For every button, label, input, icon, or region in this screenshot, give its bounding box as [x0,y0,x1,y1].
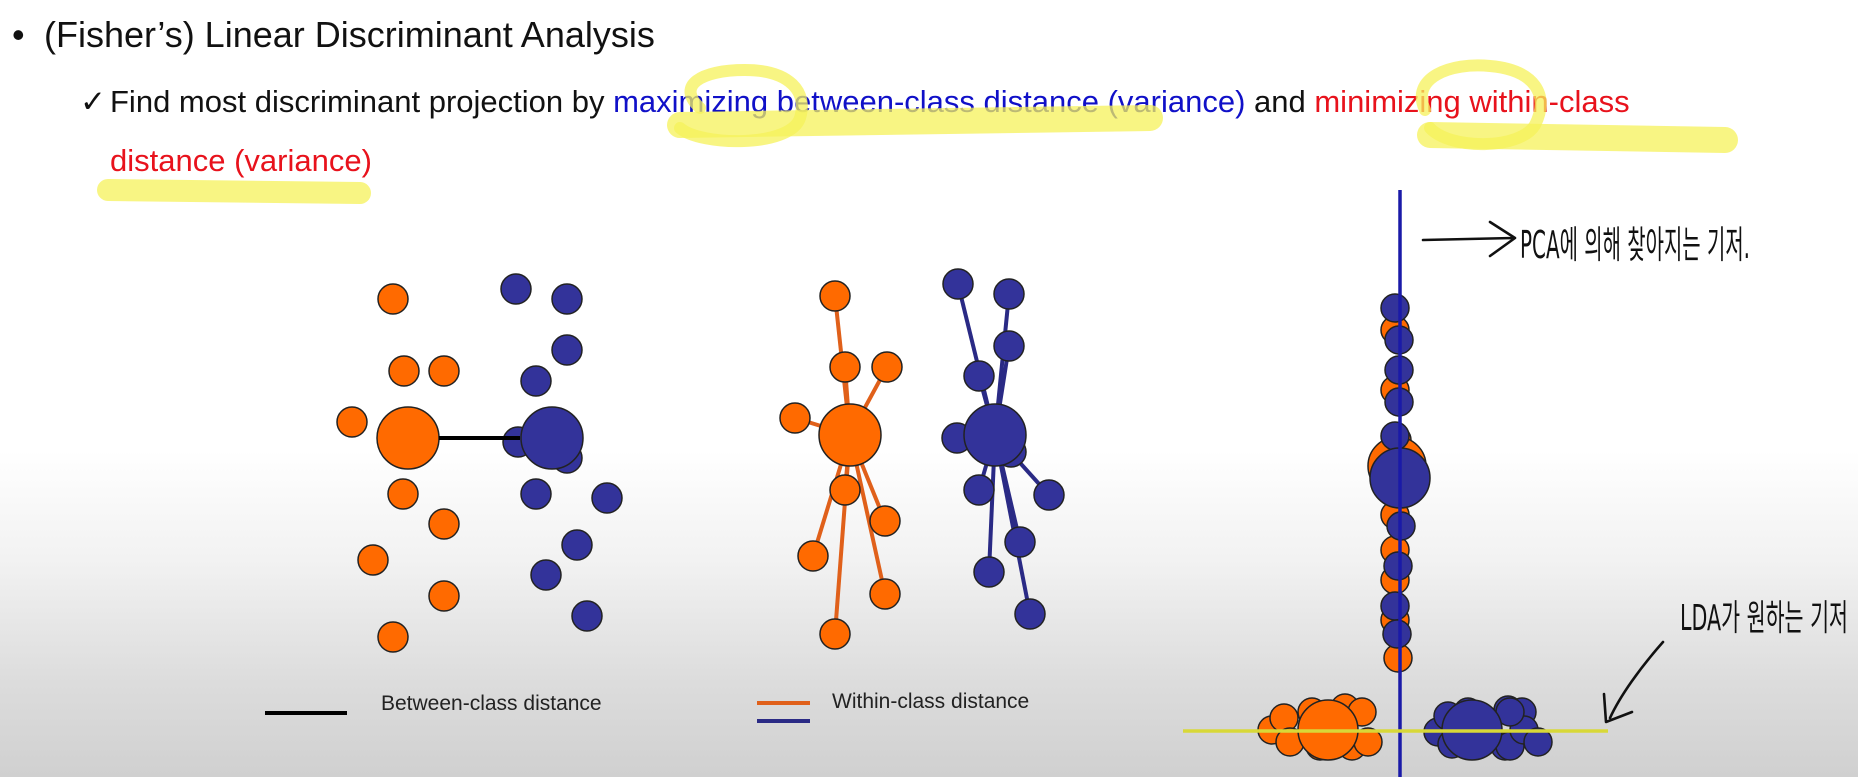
highlight-distance-variance [97,179,371,204]
projection-diagram [1183,190,1608,777]
blue-class-mean [963,403,1027,467]
highlight-within-class [1417,122,1738,153]
highlight-between-class [667,105,1163,138]
blue-point [973,556,1005,588]
blue-class-mean [520,406,584,470]
orange-point [357,544,389,576]
orange-point [869,578,901,610]
blue-point [963,474,995,506]
orange-point [869,505,901,537]
horizontal-projection-orange [1257,693,1383,761]
between-class-diagram [336,273,623,653]
lda-annotation: LDA가 원하는 기저 [1602,598,1848,724]
horizontal-projection-blue [1423,695,1553,761]
orange-point [779,402,811,434]
sub-text-plain: Find most discriminant projection by [110,84,614,119]
highlight-circle-minimizing [1415,59,1547,151]
blue-point [1004,526,1036,558]
orange-class-mean [818,403,882,467]
orange-point [829,351,861,383]
highlight-circle-maximizing [674,64,808,148]
bullet-glyph: • [12,14,25,55]
blue-point [1014,598,1046,630]
vertical-projection-points [1367,293,1431,673]
sub-text-and: and [1245,84,1315,119]
pca-handwritten-note: PCA에 의해 찾아지는 기저. [1520,223,1750,267]
within-class-diagram [779,268,1065,650]
orange-point [388,355,420,387]
orange-point [428,355,460,387]
orange-point [377,283,409,315]
orange-point [428,580,460,612]
blue-point [993,278,1025,310]
blue-point [571,600,603,632]
within-class-legend-label: Within-class distance [832,690,1030,713]
orange-point [336,406,368,438]
blue-point [500,273,532,305]
orange-point [797,540,829,572]
heading-text: (Fisher’s) Linear Discriminant Analysis [44,14,655,55]
blue-point [530,559,562,591]
orange-point [819,280,851,312]
orange-class-mean [376,406,440,470]
orange-point [387,478,419,510]
blue-point [993,330,1025,362]
blue-point [520,365,552,397]
blue-point [551,334,583,366]
checkmark-icon: ✓ [80,84,106,119]
lda-handwritten-note: LDA가 원하는 기저 [1680,598,1848,639]
orange-point [829,474,861,506]
blue-point [520,478,552,510]
sub-bullet-continuation: distance (variance) [110,143,372,179]
blue-point [591,482,623,514]
orange-point [871,351,903,383]
orange-point [377,621,409,653]
arrow-to-lda-axis-icon [1602,640,1665,724]
blue-point [561,529,593,561]
blue-point [1033,479,1065,511]
sub-text-within-class: minimizing within-class [1314,84,1630,119]
blue-point [963,360,995,392]
between-class-legend-label: Between-class distance [381,692,602,715]
sub-text-within-class-end: distance (variance) [110,143,372,178]
slide-heading: • (Fisher’s) Linear Discriminant Analysis [12,14,655,56]
highlighter-marks [97,59,1738,204]
orange-point [819,618,851,650]
pca-annotation: PCA에 의해 찾아지는 기저. [1421,220,1750,267]
blue-point [942,268,974,300]
blue-point [551,283,583,315]
orange-point [428,508,460,540]
arrow-to-pca-axis-icon [1421,220,1517,258]
